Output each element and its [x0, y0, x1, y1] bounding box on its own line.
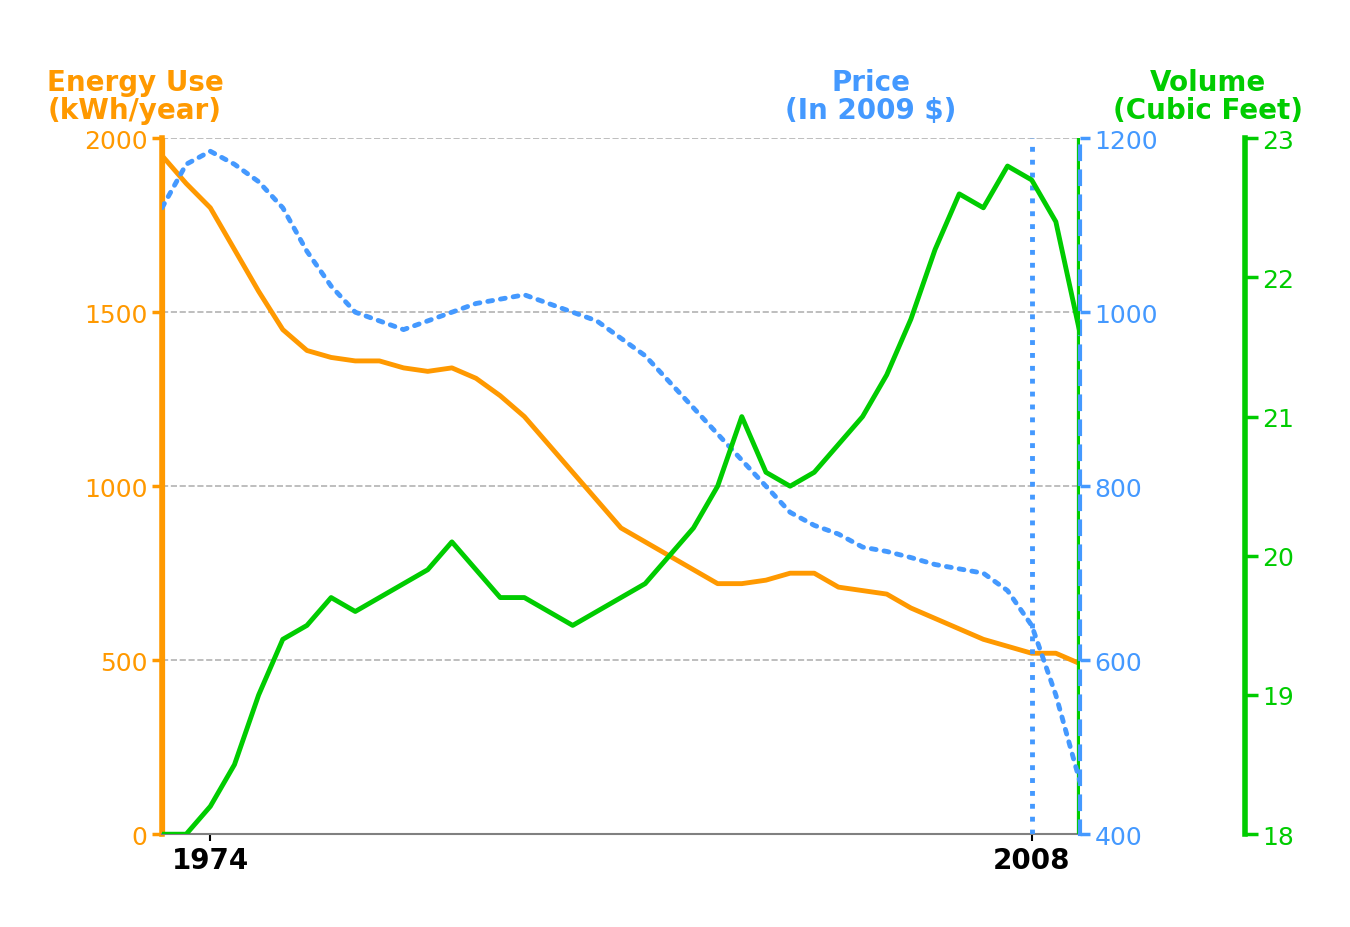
Text: (Cubic Feet): (Cubic Feet)	[1114, 97, 1303, 125]
Text: (In 2009 $): (In 2009 $)	[786, 97, 956, 125]
Text: (kWh/year): (kWh/year)	[47, 97, 221, 125]
Text: Energy Use: Energy Use	[47, 70, 224, 97]
Text: Price: Price	[832, 70, 910, 97]
Text: Volume: Volume	[1150, 70, 1266, 97]
